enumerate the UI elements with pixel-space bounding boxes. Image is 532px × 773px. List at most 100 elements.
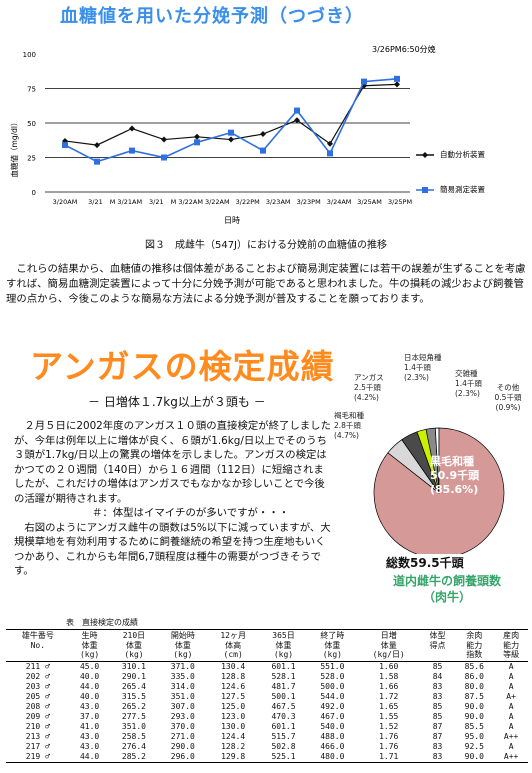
table-cell: 271.0 [170,731,195,741]
table-cell: 90.0 [454,751,495,763]
table-cell: 277.5 [121,711,146,721]
table-cell: 296.0 [158,751,208,763]
table-cell: 90.0 [464,701,484,711]
table-header-row: 雄牛番号 No. 生時 体重 (kg) 210日 体重 (kg) 開始時 体重 (kg… [6,629,528,662]
table-cell: 43.0 [79,741,100,751]
table-cell: 87.5 [464,691,484,701]
pie-total: 総数59.5千頭 [386,556,464,570]
table-cell: 1.55 [379,711,399,721]
table-cell: 285.2 [109,751,159,763]
data-point-diamond [394,81,400,88]
page-title: 血糖値を用いた分娩予測（つづき） [60,6,364,27]
data-point-diamond [294,117,300,124]
angus-subtitle: － 日増体１.7kg以上が３頭も － [88,395,266,409]
x-tick-label: 3/21 [88,198,103,206]
x-tick-label: 3/25AM [357,198,382,206]
x-tick-label: M 3/22AM [171,198,203,206]
pie-slice [373,427,505,554]
table-row: 210 ♂ 41.0 351.0 370.0 130.0 601.1 540.0 1.52 87… [6,722,528,732]
table-cell: A+ [506,691,516,701]
pie-title: 道内雌牛の飼養頭数 （肉牛） [372,573,522,605]
table-row: 219 ♂ 44.0 285.2 296.0 129.8 525.1 480.0 1.71 83… [6,751,528,763]
table-cell: 125.0 [221,701,246,711]
table-cell: 1.58 [379,671,399,681]
table-cell: A [508,661,514,671]
table-cell: 601.1 [271,661,296,671]
table-cell: A [508,721,514,731]
angus-paragraph-2: 右図のようにアンガス雌牛の頭数は5%以下に減っていますが、大規模草地を有効利用す… [14,521,331,578]
table-cell: 265.4 [121,681,146,691]
table-cell: 83 [420,751,455,763]
pie-label: 日本短角種 [404,352,442,362]
table-cell: 205 ♂ [25,691,50,701]
table-cell: 1.66 [379,681,399,691]
pie-title-line1: 道内雌牛の飼養頭数 [392,574,501,588]
legend-marker [422,152,428,158]
data-point-square [260,147,266,154]
table-cell: 1.60 [379,661,399,671]
table-cell: 528.0 [320,671,345,681]
legend-label: 簡易測定装置 [440,184,485,194]
pie-label: (2.3%) [404,373,429,382]
angus-section-title: アンガスの検定成績 [30,347,335,386]
y-tick-label: 0 [32,189,36,197]
table-cell: 1.71 [356,751,421,763]
x-tick-label: 3/24AM [327,198,352,206]
table-cell: 87 [432,731,443,741]
table-cell: 85.5 [464,721,484,731]
table-cell: 601.1 [271,721,296,731]
table-cell: A [508,711,514,721]
data-point-square [294,107,300,114]
table-cell: 276.4 [121,741,146,751]
data-point-diamond [327,140,333,147]
table-cell: 44.0 [79,681,100,691]
table-cell: 123.0 [221,711,246,721]
table-cell: 219 ♂ [6,751,70,763]
pie-title-line2: （肉牛） [422,590,471,604]
table-cell: 124.4 [221,731,246,741]
table-cell: 92.5 [464,741,484,751]
table-header-cell: 210日 体重 (kg) [109,629,159,662]
table-cell: 85 [432,701,443,711]
pie-label: (4.7%) [334,431,359,440]
table-row: 205 ♂ 40.0 315.5 351.0 127.5 500.1 544.0 1.72 83… [6,692,528,702]
chart-axes: 0 25 50 75 100 3/20AM 3/21 M 3/21AM 3/21 M 3/22AM… [23,51,412,206]
x-tick-label: 3/23AM [266,198,291,206]
x-tick-label: M 3/21AM [110,198,142,206]
table-cell: 83 [432,741,443,751]
conclusion-paragraph: これらの結果から、血糖値の推移は個体差があることおよび簡易測定装置には若干の誤差… [6,263,526,305]
table-header-cell: 生時 体重 (kg) [69,629,110,662]
pie-label: 50.9千頭 [430,468,480,482]
table-cell: 528.1 [271,671,296,681]
table-cell: 43.0 [79,731,100,741]
table-cell: 290.0 [170,741,195,751]
x-tick-label: 3/22PM [236,198,260,206]
table-body: 211 ♂ 45.0 310.1 371.0 130.4 601.1 551.0 1.60 85… [6,661,528,763]
table-cell: 500.1 [271,691,296,701]
table-cell: A++ [494,751,528,763]
table-cell: 470.3 [271,711,296,721]
table-header-cell: 産肉 能力 等級 [494,629,528,662]
table-header-cell: 日増 体量 (kg/日) [356,629,421,662]
angus-note: ＃：体型はイマイチのが多いですが・・・ [92,507,290,519]
table-cell: A [508,681,514,691]
pie-label: (2.3%) [455,389,480,398]
table-cell: 130.0 [221,721,246,731]
data-point-square [94,158,100,165]
table-cell: 213 ♂ [25,731,50,741]
table-cell: 83 [432,681,443,691]
table-cell: 467.5 [271,701,296,711]
table-cell: 314.0 [170,681,195,691]
angus-paragraph-1: ２月５日に2002年度のアンガス１０頭の直接検定が終了しましたが、今年は例年以上… [14,420,331,505]
table-cell: 351.0 [170,691,195,701]
chart-gridlines [45,88,410,158]
table-header-cell: 雄牛番号 No. [6,629,70,662]
data-point-square [228,129,234,136]
table-cell: 84 [432,671,443,681]
table-cell: 40.0 [79,691,100,701]
table-cell: 203 ♂ [25,681,50,691]
table-cell: 544.0 [320,691,345,701]
y-tick-label: 100 [23,51,36,59]
table-header-cell: 12ヶ月 体高 (cm) [207,629,260,662]
data-point-diamond [228,136,234,143]
